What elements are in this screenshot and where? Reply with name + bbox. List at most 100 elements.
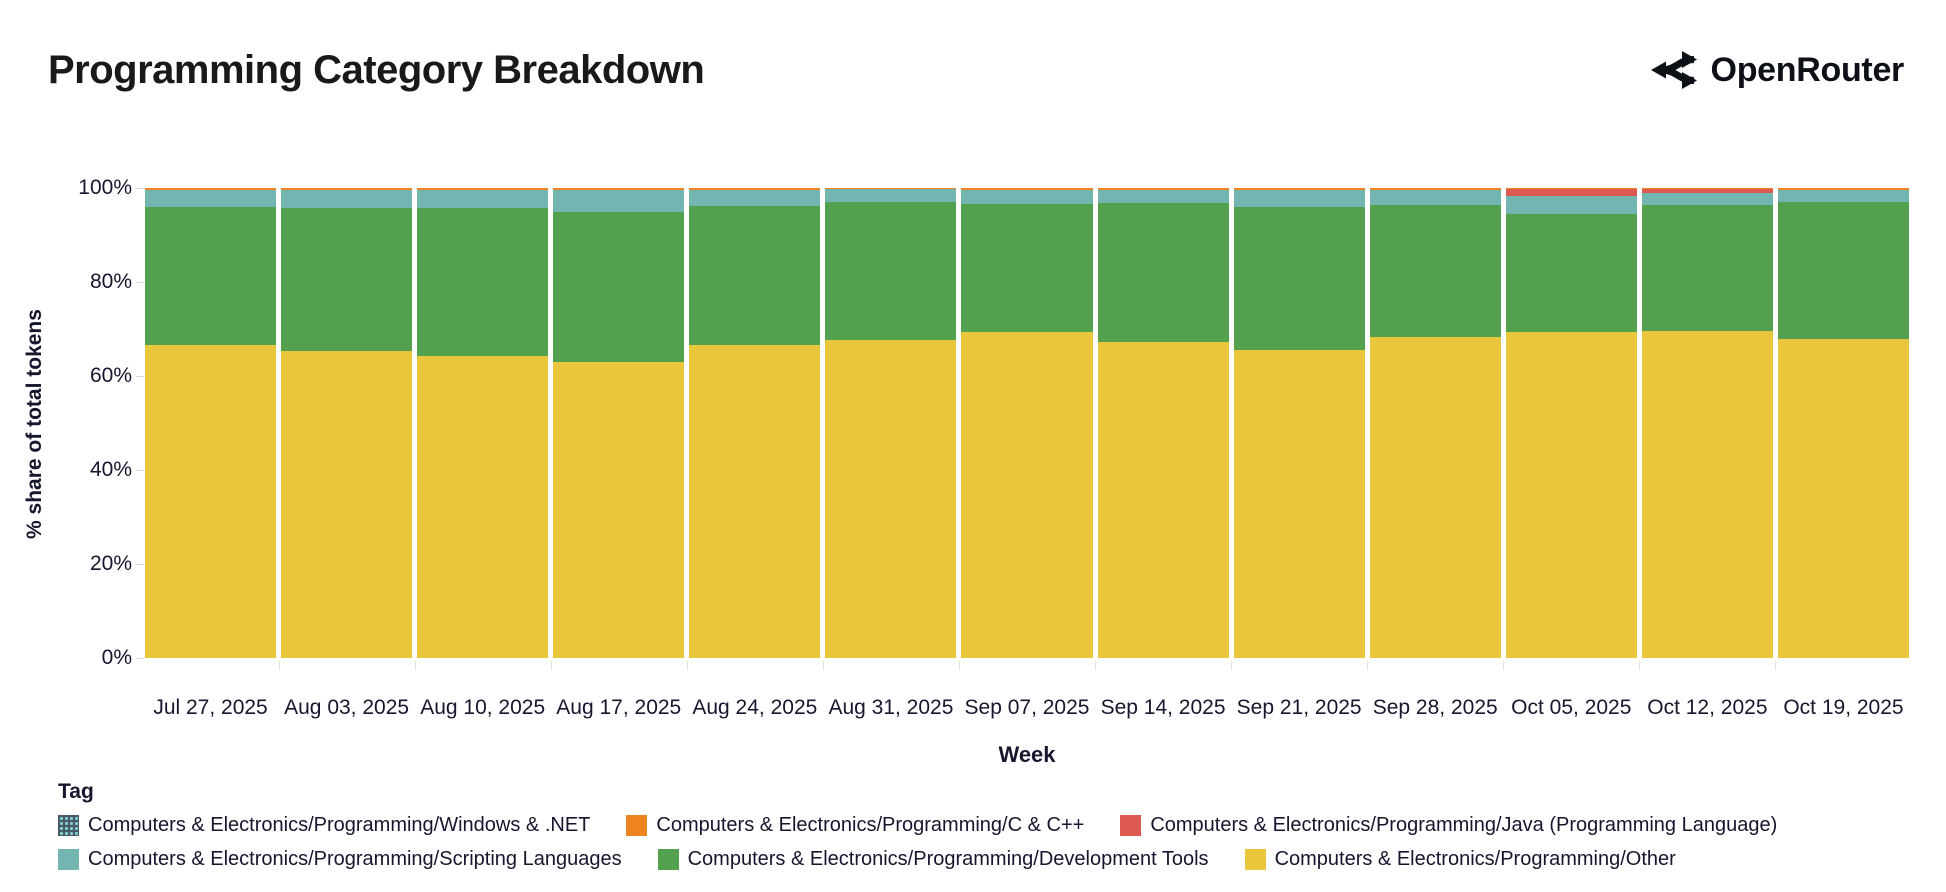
bar-segment[interactable] [825,202,957,341]
bar-segment[interactable] [417,189,549,209]
bar-segment[interactable] [1369,189,1501,205]
bar-segment[interactable] [1369,336,1501,658]
x-tick-mark [958,661,960,670]
bar-segment[interactable] [961,332,1093,658]
x-tick-label: Aug 17, 2025 [556,696,682,719]
bar-segment[interactable] [145,206,277,346]
bar-segment[interactable] [1097,202,1229,342]
bar-jul-27-2025[interactable] [145,188,277,658]
x-tick-mark [1231,661,1233,670]
x-tick-label: Oct 05, 2025 [1511,696,1632,719]
bar-segment[interactable] [553,188,685,190]
bar-segment[interactable] [1777,339,1910,658]
bar-segment[interactable] [553,189,685,212]
x-tick-mark [550,661,552,670]
bar-aug-24-2025[interactable] [689,188,821,658]
x-tick-label: Sep 21, 2025 [1236,696,1362,719]
bar-segment[interactable] [1777,201,1910,340]
x-tick-mark [1503,661,1505,670]
stacked-bar-plot [145,188,1910,658]
bar-segment[interactable] [1097,341,1229,658]
bar-segment[interactable] [825,340,957,658]
x-tick-mark [822,661,824,670]
bar-segment[interactable] [553,361,685,658]
bar-segment[interactable] [1369,188,1501,190]
bar-segment[interactable] [417,208,549,356]
bar-segment[interactable] [1097,188,1229,190]
bar-segment[interactable] [1641,331,1773,658]
bar-segment[interactable] [689,345,821,658]
y-tick-label: 60% [89,364,132,387]
legend-item[interactable]: Computers & Electronics/Programming/Deve… [657,848,1209,871]
bar-segment[interactable] [825,189,957,203]
legend-swatch [1120,815,1142,836]
bar-segment[interactable] [145,189,277,207]
bar-segment[interactable] [281,351,413,658]
bar-segment[interactable] [1505,188,1637,190]
bar-segment[interactable] [1777,188,1910,190]
bar-segment[interactable] [1505,332,1637,658]
legend-swatch [1244,849,1266,870]
y-tick-label: 100% [78,176,132,199]
bar-segment[interactable] [961,188,1093,190]
bar-sep-28-2025[interactable] [1369,188,1501,658]
x-tick-label: Oct 19, 2025 [1783,696,1904,719]
brand-logo[interactable]: OpenRouter [1649,46,1904,94]
x-tick-mark [414,661,416,670]
bar-aug-31-2025[interactable] [825,188,957,658]
bar-aug-10-2025[interactable] [417,188,549,658]
bar-segment[interactable] [1505,214,1637,333]
bar-segment[interactable] [145,345,277,658]
legend-item[interactable]: Computers & Electronics/Programming/Java… [1120,814,1777,837]
y-tick-label: 40% [89,458,132,481]
bar-oct-12-2025[interactable] [1641,188,1773,658]
legend-item[interactable]: Computers & Electronics/Programming/Wind… [58,814,590,837]
bar-segment[interactable] [281,189,413,208]
bar-segment[interactable] [417,188,549,190]
bar-segment[interactable] [1777,189,1910,202]
bar-segment[interactable] [553,211,685,362]
bar-sep-21-2025[interactable] [1233,188,1365,658]
legend-label: Computers & Electronics/Programming/C & … [656,814,1085,836]
bar-segment[interactable] [1233,188,1365,190]
bar-segment[interactable] [1233,206,1365,350]
bar-segment[interactable] [689,189,821,206]
bar-oct-05-2025[interactable] [1505,188,1637,658]
bar-aug-17-2025[interactable] [553,188,685,658]
x-tick-label: Aug 10, 2025 [420,696,546,719]
bar-segment[interactable] [1641,188,1773,194]
legend-item[interactable]: Computers & Electronics/Programming/Scri… [58,848,622,871]
bar-segment[interactable] [417,355,549,658]
x-tick-label: Sep 28, 2025 [1372,696,1498,719]
bar-segment[interactable] [961,189,1093,204]
y-tick-mark [136,564,144,565]
legend-title: Tag [58,780,94,803]
bar-segment[interactable] [689,205,821,346]
openrouter-icon [1649,46,1697,94]
bar-aug-03-2025[interactable] [281,188,413,658]
bar-segment[interactable] [1641,193,1773,206]
bar-segment[interactable] [1505,189,1637,196]
bar-segment[interactable] [1233,349,1365,658]
brand-name: OpenRouter [1710,50,1905,89]
x-tick-mark [1639,661,1641,670]
bar-segment[interactable] [689,188,821,190]
bar-segment[interactable] [1505,195,1637,215]
bar-segment[interactable] [825,188,957,190]
bar-segment[interactable] [145,188,277,190]
bar-segment[interactable] [281,207,413,352]
bar-segment[interactable] [961,203,1093,333]
bar-segment[interactable] [1641,205,1773,332]
bar-segment[interactable] [1097,189,1229,203]
x-tick-label: Sep 07, 2025 [964,696,1090,719]
y-tick-mark [136,658,144,659]
legend-item[interactable]: Computers & Electronics/Programming/C & … [626,814,1084,837]
bar-sep-14-2025[interactable] [1097,188,1229,658]
bar-segment[interactable] [1369,204,1501,337]
bar-sep-07-2025[interactable] [961,188,1093,658]
bar-segment[interactable] [281,188,413,190]
bar-oct-19-2025[interactable] [1777,188,1910,658]
bar-segment[interactable] [1233,189,1365,207]
legend-item[interactable]: Computers & Electronics/Programming/Othe… [1244,848,1676,871]
